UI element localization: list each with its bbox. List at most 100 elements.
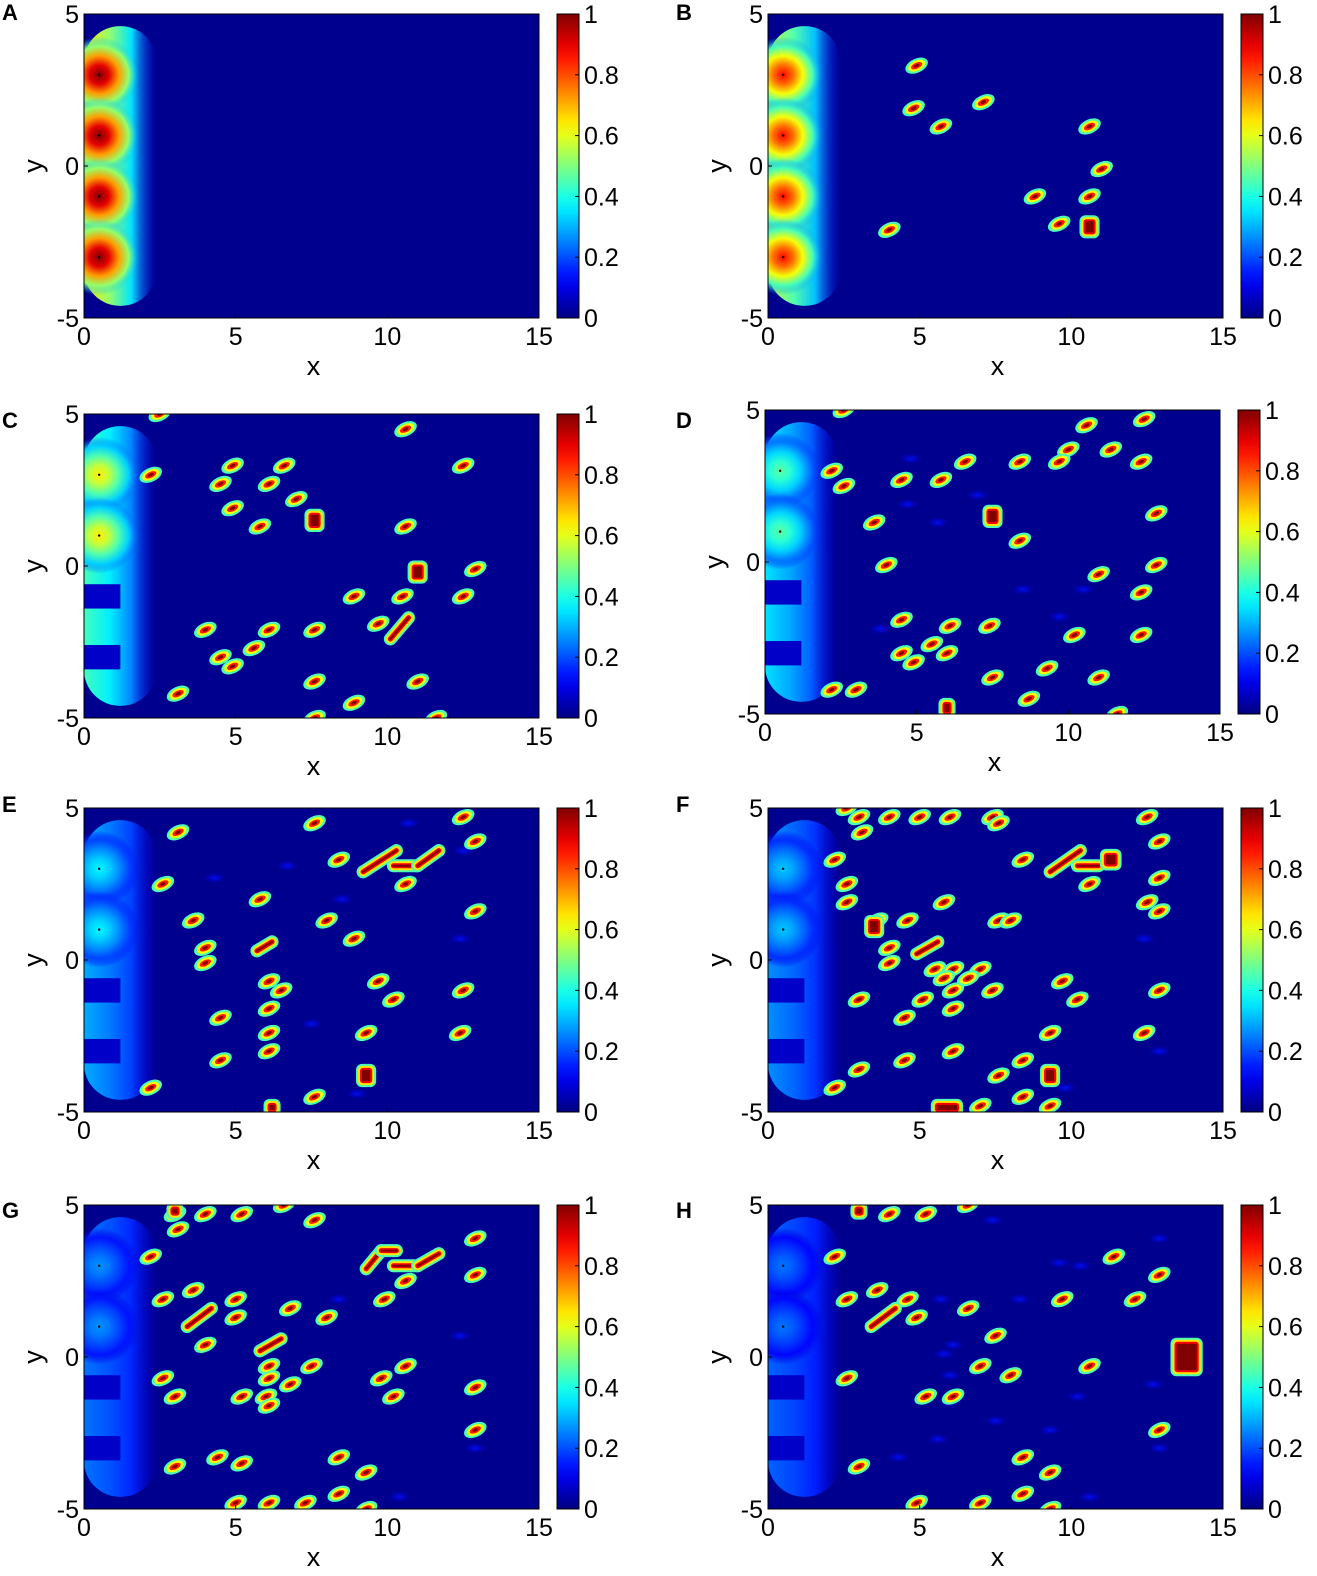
- faint-trace: [869, 623, 891, 635]
- y-axis-label: y: [18, 953, 48, 967]
- colorbar-gradient: [556, 807, 580, 1113]
- colorbar-tick-label: 1: [584, 401, 598, 429]
- activity-spot: [981, 982, 1004, 999]
- activity-spot: [366, 615, 390, 632]
- colorbar: 0 0.2 0.4 0.6 0.8 1: [556, 401, 619, 733]
- activity-spot: [847, 1458, 871, 1475]
- x-tick-label: 0: [77, 1117, 91, 1145]
- activity-spot: [902, 654, 925, 671]
- activity-spot: [394, 1357, 417, 1375]
- blocked-source: [765, 580, 802, 605]
- activity-spot: [929, 471, 953, 489]
- activity-spot: [354, 1464, 378, 1481]
- activity-spot: [257, 1397, 281, 1414]
- activity-spot: [464, 1379, 487, 1396]
- colorbar-tick-label: 0.6: [1268, 917, 1303, 945]
- source-marker: [97, 867, 101, 870]
- activity-spot: [464, 560, 487, 578]
- colorbar-tick-label: 0.8: [1268, 856, 1303, 884]
- blocked-source: [768, 1375, 805, 1400]
- x-tick-label: 10: [1057, 1514, 1085, 1542]
- y-tick-label: 0: [749, 1344, 763, 1372]
- plot-area: [768, 1205, 1223, 1509]
- colorbar-tick-label: 0.6: [584, 1314, 619, 1342]
- colorbar-tick-label: 0.2: [1265, 640, 1300, 668]
- colorbar-tick-label: 1: [1265, 397, 1279, 425]
- y-tick-label: 0: [65, 1344, 79, 1372]
- source-peak: [84, 97, 139, 174]
- activity-spot: [354, 1500, 378, 1509]
- activity-spot: [272, 1205, 296, 1214]
- x-tick-label: 5: [913, 323, 927, 351]
- activity-spot: [893, 1052, 916, 1069]
- activity-spot: [224, 1291, 247, 1308]
- activity-spot: [890, 611, 913, 628]
- activity-spot: [972, 94, 995, 111]
- activity-spot: [929, 118, 953, 135]
- activity-spot: [941, 960, 965, 978]
- source-peak: [84, 891, 139, 968]
- y-tick-label: -5: [738, 701, 760, 729]
- colorbar: 0 0.2 0.4 0.6 0.8 1: [1240, 795, 1303, 1127]
- colorbar-tick-label: 1: [584, 1, 598, 29]
- activity-spot: [406, 673, 429, 690]
- activity-spot: [1011, 1052, 1035, 1069]
- source-marker: [97, 134, 101, 137]
- source-peak: [768, 97, 823, 174]
- faint-trace: [933, 1348, 955, 1360]
- activity-spot: [342, 930, 366, 947]
- x-tick-label: 15: [525, 323, 553, 351]
- colorbar-tick-label: 0.6: [1265, 519, 1300, 547]
- x-tick-label: 10: [1054, 719, 1082, 747]
- activity-spot: [151, 1291, 175, 1308]
- plot-area: [84, 1205, 539, 1509]
- activity-block: [304, 508, 325, 532]
- source-marker: [97, 195, 101, 198]
- activity-spot: [890, 645, 913, 662]
- activity-spot: [908, 808, 931, 826]
- activity-spot: [285, 490, 308, 508]
- activity-spot: [221, 457, 244, 474]
- x-axis-label: x: [307, 351, 321, 381]
- activity-spot: [1135, 894, 1159, 911]
- activity-spot: [987, 1067, 1010, 1084]
- activity-spot: [303, 815, 326, 832]
- activity-spot: [978, 617, 1001, 634]
- faint-trace: [942, 1339, 964, 1351]
- colorbar-tick-label: 0.4: [1268, 183, 1303, 211]
- faint-trace: [930, 1294, 952, 1305]
- activity-spot: [278, 1376, 302, 1393]
- activity-spot: [327, 851, 351, 868]
- activity-spot: [984, 1327, 1007, 1344]
- activity-spot: [424, 709, 448, 718]
- activity-spot: [391, 588, 414, 605]
- faint-trace: [1148, 1443, 1170, 1454]
- colorbar-tick-label: 0: [1268, 1099, 1282, 1127]
- faint-trace: [1078, 1491, 1101, 1503]
- activity-spot: [956, 970, 980, 987]
- activity-spot: [209, 475, 232, 493]
- colorbar-tick-label: 0.8: [1268, 1253, 1303, 1281]
- source-marker: [97, 534, 101, 537]
- activity-spot: [327, 1485, 351, 1502]
- activity-spot: [1105, 705, 1129, 714]
- activity-spot: [1090, 160, 1113, 178]
- colorbar-tick-label: 0.6: [584, 123, 619, 151]
- activity-spot: [935, 645, 959, 662]
- x-axis-label: x: [307, 751, 321, 781]
- blocked-source: [84, 584, 121, 609]
- activity-block: [356, 1063, 377, 1088]
- y-tick-label: 0: [65, 553, 79, 581]
- activity-spot: [1132, 1024, 1156, 1042]
- colorbar-tick-label: 0.4: [1268, 977, 1303, 1005]
- activity-spot: [230, 1388, 254, 1405]
- colorbar-tick-label: 1: [1268, 1, 1282, 29]
- activity-spot: [257, 475, 281, 493]
- activity-spot: [844, 681, 868, 698]
- blocked-source: [768, 1436, 805, 1461]
- source-peak: [84, 436, 139, 513]
- activity-spot: [194, 621, 217, 638]
- source-marker: [97, 473, 101, 476]
- faint-trace: [1148, 1233, 1170, 1244]
